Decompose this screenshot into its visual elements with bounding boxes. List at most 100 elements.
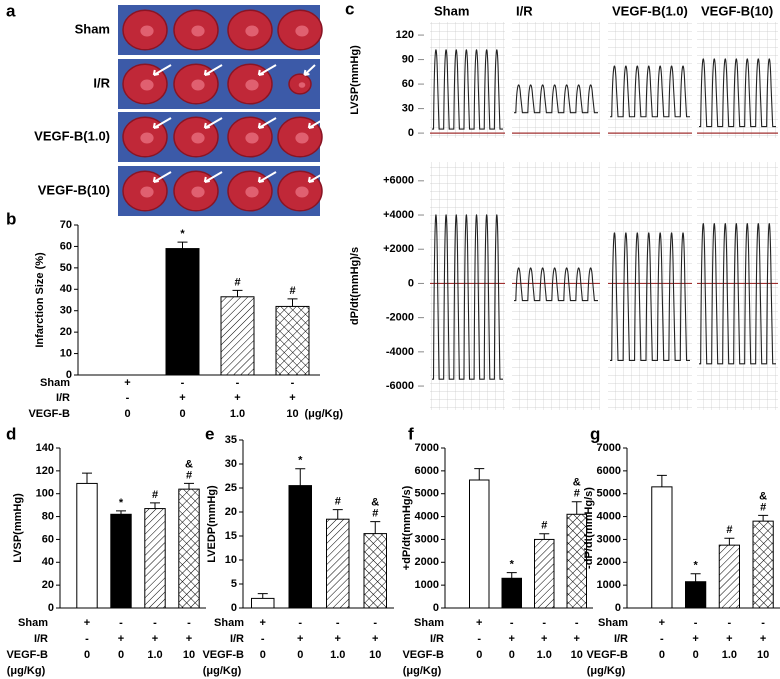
pressure-trace — [514, 267, 598, 302]
panel-letter: b — [6, 209, 16, 228]
bar — [178, 488, 200, 609]
error-bar — [295, 468, 306, 486]
y-tick-label: 25 — [225, 482, 237, 494]
bar — [251, 597, 275, 609]
y-tick-label: 6000 — [415, 465, 439, 477]
heart-lumen — [191, 79, 205, 91]
y-tick-label: +4000 — [383, 209, 414, 221]
photo-label: Sham — [75, 21, 110, 36]
bar — [144, 508, 166, 609]
unit-label: (μg/Kg) — [7, 665, 46, 677]
y-tick-label: -4000 — [386, 346, 414, 358]
condition-cell: 10 — [757, 649, 769, 661]
bar — [220, 296, 255, 376]
condition-cell: - — [181, 377, 185, 389]
infarct-arrow — [307, 171, 327, 183]
photo-label: I/R — [93, 75, 110, 90]
significance-mark: & — [759, 490, 767, 502]
y-tick-label: 35 — [225, 434, 237, 446]
trace-grid — [512, 162, 600, 410]
error-bar — [656, 474, 667, 487]
y-tick-label: 60 — [42, 533, 54, 545]
heart-lumen — [140, 79, 154, 91]
condition-cell: - — [575, 617, 579, 629]
condition-cell: + — [84, 617, 90, 629]
y-tick-label: 60 — [60, 240, 72, 252]
condition-cell: + — [297, 633, 303, 645]
heart-lumen — [245, 186, 259, 198]
infarct-arrow — [303, 64, 316, 76]
bar — [752, 520, 774, 609]
condition-cell: 1.0 — [147, 649, 162, 661]
condition-cell: 0 — [476, 649, 482, 661]
infarct-arrow — [152, 64, 172, 76]
condition-cell: 0 — [509, 649, 515, 661]
unit-label: (μg/Kg) — [203, 665, 242, 677]
error-bar — [506, 572, 517, 579]
trace-grid — [512, 22, 600, 138]
condition-cell: + — [541, 633, 547, 645]
y-tick-label: 20 — [225, 506, 237, 518]
y-axis-label: Infarction Size (%) — [34, 252, 46, 348]
pressure-trace — [610, 232, 690, 361]
error-bar — [370, 521, 381, 534]
heart-lumen — [191, 25, 205, 37]
y-tick-label: 0 — [433, 602, 439, 614]
significance-mark: # — [541, 520, 547, 532]
y-tick-label: -6000 — [386, 380, 414, 392]
y-tick-label: 1000 — [597, 579, 621, 591]
y-tick-label: 2000 — [415, 556, 439, 568]
condition-cell: + — [260, 617, 266, 629]
infarct-arrow — [203, 171, 223, 183]
condition-label: VEGF-B — [586, 649, 628, 661]
condition-label: I/R — [34, 633, 48, 645]
heart-lumen — [298, 82, 306, 88]
bar — [718, 544, 740, 609]
condition-cell: 1.0 — [230, 408, 245, 420]
condition-label: Sham — [18, 617, 48, 629]
error-bar — [287, 298, 298, 307]
panel-letter: d — [6, 424, 16, 443]
y-tick-label: 4000 — [415, 510, 439, 522]
y-tick-label: 40 — [42, 556, 54, 568]
y-tick-label: 90 — [402, 53, 414, 65]
condition-cell: 1.0 — [330, 649, 345, 661]
condition-cell: 10 — [183, 649, 195, 661]
y-tick-label: -2000 — [386, 312, 414, 324]
condition-cell: 1.0 — [537, 649, 552, 661]
unit-label: (μg/Kg) — [305, 408, 344, 420]
y-tick-label: 10 — [225, 554, 237, 566]
condition-cell: - — [761, 617, 765, 629]
bar — [288, 485, 312, 609]
condition-label: I/R — [56, 392, 70, 404]
panel-letter: e — [205, 424, 214, 443]
error-bar — [474, 468, 485, 480]
condition-label: I/R — [230, 633, 244, 645]
infarct-arrow — [257, 64, 277, 76]
condition-cell: - — [510, 617, 514, 629]
pressure-trace — [699, 223, 776, 365]
y-tick-label: 0 — [408, 277, 414, 289]
significance-mark: # — [335, 496, 341, 508]
column-label: VEGF-B(10) — [701, 3, 773, 18]
significance-mark: # — [152, 489, 158, 501]
condition-cell: + — [124, 377, 130, 389]
bar — [534, 538, 555, 609]
error-bar — [150, 502, 160, 509]
y-tick-label: 40 — [60, 283, 72, 295]
y-tick-label: 3000 — [415, 533, 439, 545]
y-tick-label: 80 — [42, 510, 54, 522]
y-tick-label: 100 — [36, 488, 54, 500]
condition-cell: - — [477, 633, 481, 645]
significance-mark: * — [119, 497, 124, 509]
photo-label: VEGF-B(1.0) — [34, 128, 110, 143]
condition-cell: + — [476, 617, 482, 629]
condition-cell: - — [694, 617, 698, 629]
heart-lumen — [191, 186, 205, 198]
y-tick-label: +6000 — [383, 175, 414, 187]
condition-cell: 0 — [124, 408, 130, 420]
y-tick-label: 70 — [60, 219, 72, 231]
condition-cell: - — [660, 633, 664, 645]
y-tick-label: 140 — [36, 442, 54, 454]
y-tick-label: 20 — [42, 579, 54, 591]
